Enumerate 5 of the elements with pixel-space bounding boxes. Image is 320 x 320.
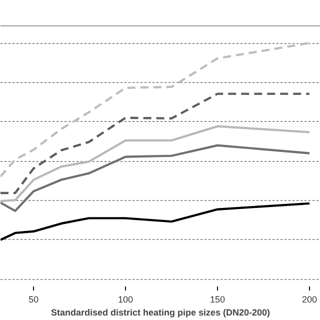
x-tick-label: 50 xyxy=(28,294,39,304)
x-tick-label: 200 xyxy=(302,294,317,304)
x-tick-label: 150 xyxy=(210,294,226,304)
x-axis-title: Standardised district heating pipe sizes (DN20-200) xyxy=(50,308,270,318)
x-tick-label: 100 xyxy=(118,294,134,304)
